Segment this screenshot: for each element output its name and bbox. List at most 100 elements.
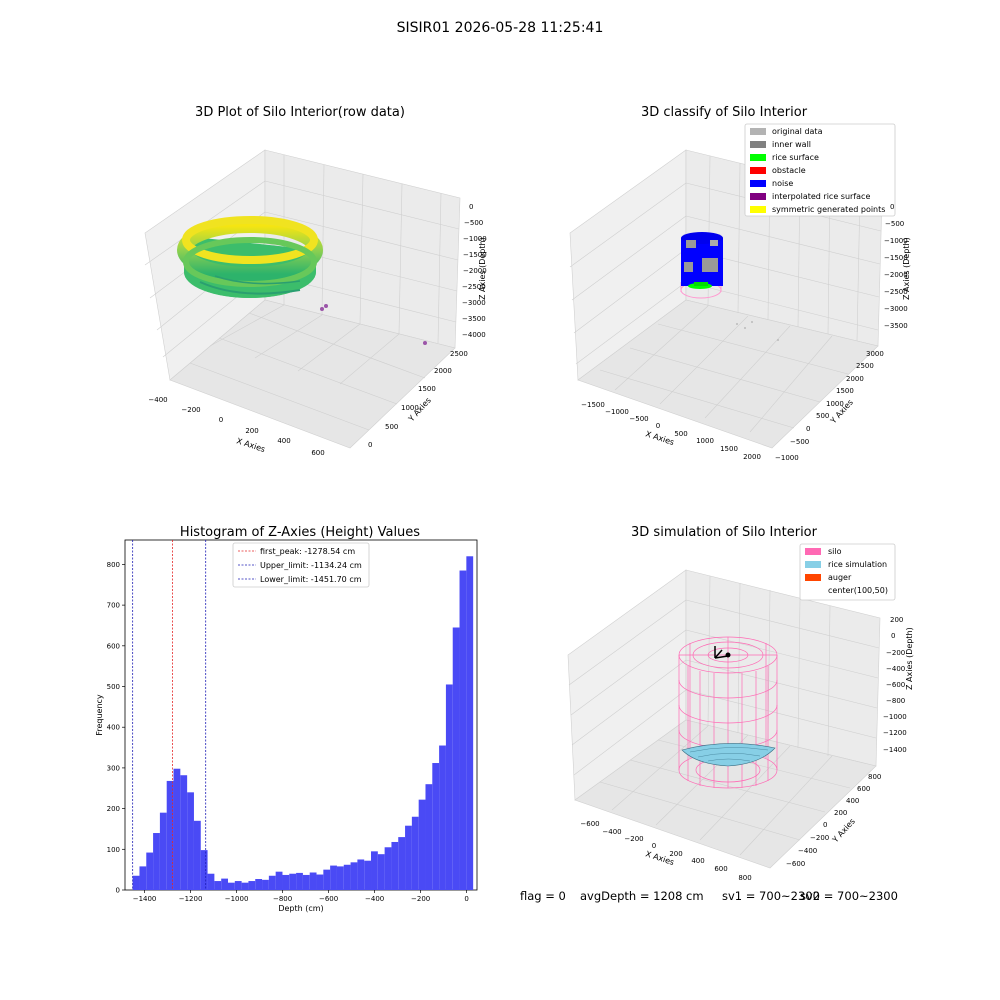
hist-xtick-label: 0 bbox=[464, 895, 468, 903]
classify-xlabel: X Axies bbox=[644, 429, 675, 447]
raw-ztick: −4000 bbox=[462, 331, 486, 339]
hist-bar bbox=[153, 833, 160, 890]
raw-ztick: −2500 bbox=[462, 283, 486, 291]
hist-bar bbox=[262, 879, 269, 890]
hist-legend-frame bbox=[232, 542, 370, 588]
hist-bar bbox=[132, 875, 140, 890]
classify-ztick: −2000 bbox=[884, 271, 908, 279]
hist-ytick-label: 200 bbox=[107, 805, 120, 813]
hist-bar bbox=[459, 570, 467, 890]
hist-bar bbox=[466, 556, 474, 890]
classify-grid bbox=[569, 155, 882, 433]
legend-label-center: center(100,50) bbox=[828, 586, 888, 595]
sim-xtick: −400 bbox=[602, 828, 621, 836]
legend-label-rice-surface: rice surface bbox=[772, 153, 819, 162]
raw-ytick: 0 bbox=[368, 441, 372, 449]
classify-xtick: −500 bbox=[629, 415, 648, 423]
hist-bar bbox=[207, 873, 215, 890]
classify-xtick: 1000 bbox=[696, 437, 714, 445]
hist-bar bbox=[411, 816, 419, 890]
hist-xtick-label: −200 bbox=[411, 895, 430, 903]
hist-title: Histogram of Z-Axies (Height) Values bbox=[180, 525, 420, 540]
classify-ytick: 3000 bbox=[866, 350, 884, 358]
raw-y-ticks: 0 500 1000 1500 2000 2500 bbox=[368, 350, 468, 449]
hist-bar bbox=[248, 881, 256, 890]
hist-ytick-label: 0 bbox=[116, 887, 120, 895]
classify-ytick: 1000 bbox=[826, 400, 844, 408]
hist-ytick-label: 700 bbox=[107, 602, 120, 610]
hist-bar bbox=[282, 874, 290, 890]
hist-xlabel: Depth (cm) bbox=[278, 904, 323, 913]
sim-xtick: −200 bbox=[624, 835, 643, 843]
sim-x-ticks: −600 −400 −200 0 200 400 600 800 bbox=[580, 820, 751, 882]
legend-label-first-peak: first_peak: -1278.54 cm bbox=[260, 547, 355, 556]
hist-bar bbox=[432, 763, 440, 890]
classify-xtick: −1500 bbox=[581, 401, 605, 409]
sim-z-ticks: 200 0 −200 −400 −600 −800 −1000 −1200 −1… bbox=[883, 616, 907, 754]
hist-ytick-label: 400 bbox=[107, 724, 120, 732]
sim-ytick: 200 bbox=[834, 809, 847, 817]
hist-bar bbox=[350, 862, 358, 890]
hist-xtick-label: −1400 bbox=[133, 895, 157, 903]
sim-ztick: −1200 bbox=[883, 729, 907, 737]
hist-legend: first_peak: -1278.54 cm Upper_limit: -11… bbox=[232, 542, 370, 588]
hist-bar bbox=[234, 881, 242, 890]
hist-bar bbox=[221, 878, 229, 890]
classify-ztick: −3500 bbox=[884, 322, 908, 330]
hist-bars bbox=[132, 556, 474, 890]
classify-xtick: 0 bbox=[656, 422, 660, 430]
panel-raw-3d: 3D Plot of Silo Interior(row data) bbox=[144, 105, 487, 457]
hist-bar bbox=[323, 869, 331, 890]
legend-swatch-original bbox=[750, 128, 766, 135]
sim-legend-frame bbox=[799, 543, 896, 601]
hist-bar bbox=[255, 879, 263, 890]
raw-zlabel: Z Axies (Depth) bbox=[478, 237, 487, 300]
sim-xtick: 600 bbox=[714, 865, 727, 873]
legend-label-silo: silo bbox=[828, 547, 842, 556]
status-line: flag = 0 avgDepth = 1208 cm sv1 = 700~23… bbox=[520, 889, 898, 903]
raw-xlabel: X Axies bbox=[235, 436, 266, 454]
status-sv2: sv2 = 700~2300 bbox=[800, 889, 898, 903]
raw-xtick: 600 bbox=[311, 449, 324, 457]
hist-bar bbox=[139, 866, 147, 890]
classify-xtick: 500 bbox=[674, 430, 687, 438]
hist-bar bbox=[296, 872, 303, 890]
hist-xtick-label: −400 bbox=[365, 895, 384, 903]
raw-xtick: 0 bbox=[219, 416, 223, 424]
raw-ytick: 2500 bbox=[450, 350, 468, 358]
hist-xtick-label: −1200 bbox=[179, 895, 203, 903]
sim-grid bbox=[568, 575, 880, 856]
legend-label-inner-wall: inner wall bbox=[772, 140, 811, 149]
hist-bar bbox=[193, 820, 201, 890]
hist-ytick-label: 100 bbox=[107, 846, 120, 854]
sim-ytick: −600 bbox=[786, 860, 805, 868]
legend-swatch-symmetric bbox=[750, 206, 766, 213]
sim-ztick: −600 bbox=[886, 681, 905, 689]
classify-ytick: 500 bbox=[816, 412, 829, 420]
raw-ztick: −3000 bbox=[462, 299, 486, 307]
sim-ytick: 600 bbox=[857, 785, 870, 793]
hist-y-axis: 0 100 200 300 400 500 600 700 800 bbox=[107, 561, 125, 895]
legend-label-auger: auger bbox=[828, 573, 852, 582]
hist-bar bbox=[343, 864, 351, 890]
hist-xtick-label: −800 bbox=[273, 895, 292, 903]
hist-bar bbox=[439, 745, 446, 890]
raw-ztick: −1000 bbox=[463, 235, 487, 243]
hist-bar bbox=[445, 684, 453, 890]
hist-bar bbox=[146, 852, 154, 890]
hist-xtick-label: −1000 bbox=[225, 895, 249, 903]
status-flag: flag = 0 bbox=[520, 889, 566, 903]
legend-label-obstacle: obstacle bbox=[772, 166, 806, 175]
sim-xtick: 0 bbox=[652, 842, 656, 850]
hist-ytick-label: 600 bbox=[107, 642, 120, 650]
hist-bar bbox=[173, 768, 181, 890]
legend-swatch-silo bbox=[805, 548, 821, 555]
hist-bar bbox=[200, 850, 208, 890]
hist-bar bbox=[316, 874, 324, 890]
classify-ztick: −500 bbox=[885, 220, 904, 228]
sim-auger-marker bbox=[714, 646, 731, 659]
legend-label-interpolated: interpolated rice surface bbox=[772, 192, 870, 201]
hist-bar bbox=[398, 837, 406, 890]
sim-xtick: 800 bbox=[738, 874, 751, 882]
